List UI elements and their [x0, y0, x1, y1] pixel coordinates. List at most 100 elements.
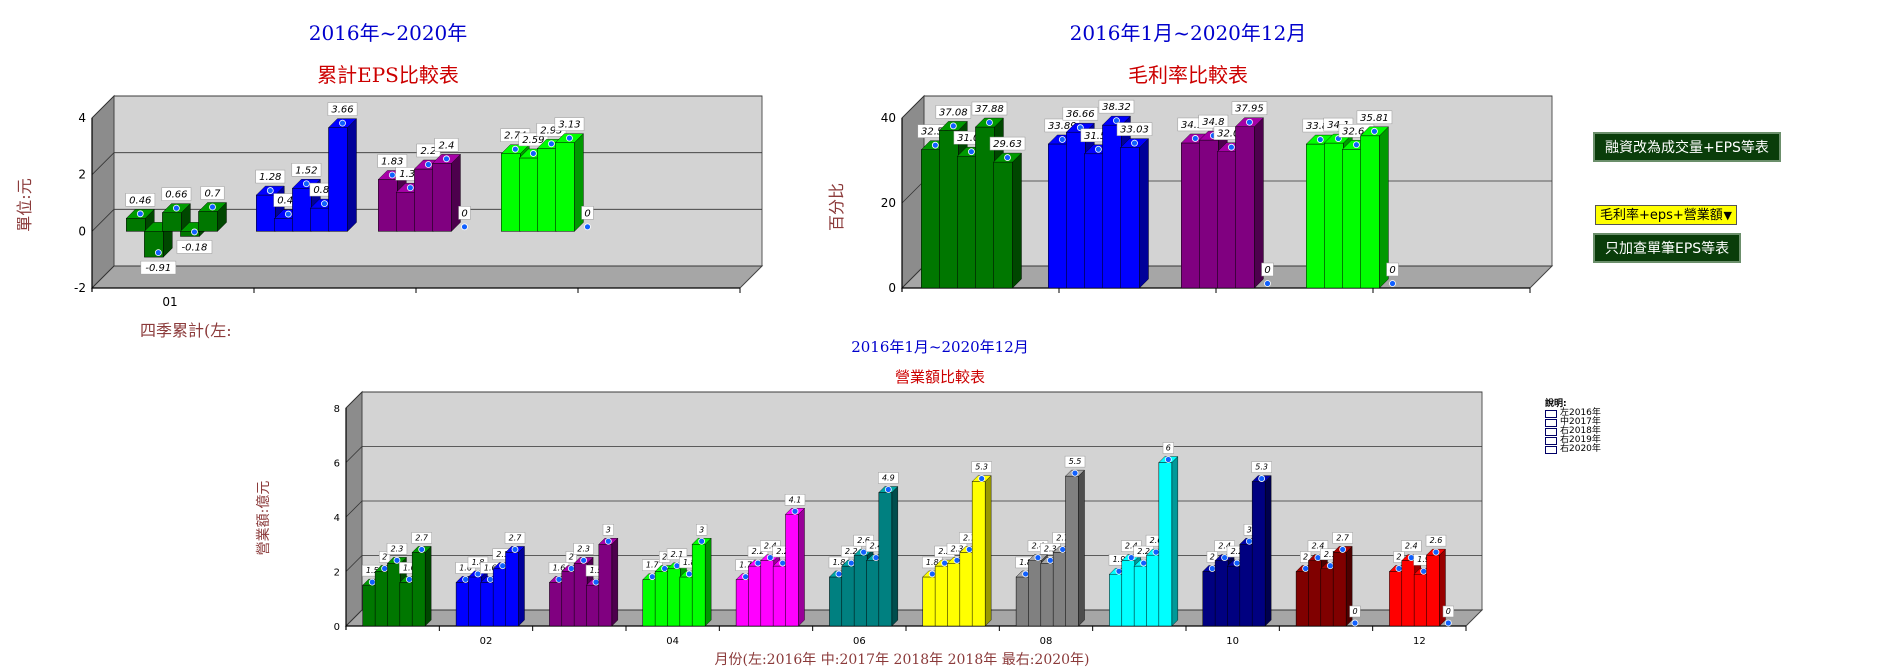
data-marker: [1420, 567, 1428, 575]
chevron-down-icon: ▼: [1723, 209, 1732, 222]
chart2-title: 2016年1月~2020年12月: [1070, 21, 1307, 45]
data-label: 37.88: [975, 104, 1004, 115]
data-label-box: [291, 163, 322, 177]
bar: [1295, 571, 1310, 627]
data-label: 1.6: [484, 563, 497, 572]
data-marker: [1389, 280, 1396, 287]
bar: [922, 576, 937, 627]
data-marker: [284, 210, 292, 218]
data-marker: [928, 570, 936, 578]
bar: [455, 582, 470, 627]
data-label: 36.66: [1066, 109, 1095, 120]
data-marker: [1022, 570, 1029, 578]
bar: [1158, 462, 1173, 627]
bar: [598, 544, 613, 627]
data-label: 2.4: [1312, 542, 1325, 551]
data-marker: [1264, 280, 1271, 287]
x-tick-label: 06: [853, 636, 866, 647]
data-label-box: [784, 494, 806, 506]
data-label: 31.58: [1084, 131, 1113, 142]
bar: [1413, 573, 1428, 627]
data-label: 1.7: [739, 561, 753, 570]
bar-side: [1254, 117, 1264, 289]
legend-title: 說明:: [1545, 399, 1567, 409]
bar: [679, 576, 694, 627]
bar: [1052, 552, 1067, 627]
data-label: 37.08: [939, 107, 968, 118]
data-label: 0.66: [165, 190, 187, 201]
y-tick-label: 0: [78, 224, 86, 238]
chart3-ylabel: 營業額:億元: [256, 481, 272, 556]
financing-volume-eps-button[interactable]: 融資改為成交量+EPS等表: [1593, 132, 1781, 162]
data-label-box: [554, 117, 585, 131]
data-label-box: [504, 532, 526, 544]
data-marker: [154, 249, 162, 257]
data-marker: [580, 556, 588, 564]
data-label: 32.55: [921, 127, 950, 138]
data-label: 1.38: [399, 169, 421, 180]
data-marker: [986, 119, 993, 126]
data-label-box: [1425, 534, 1447, 547]
data-label: 1.83: [381, 156, 403, 167]
bar-side: [891, 485, 899, 627]
bar: [1015, 576, 1030, 627]
bar: [162, 212, 182, 232]
bar: [654, 571, 669, 627]
data-marker: [673, 562, 681, 570]
single-eps-query-button[interactable]: 只加查單筆EPS等表: [1593, 233, 1742, 263]
gridline-side: [901, 95, 925, 119]
data-label: 34.8: [1202, 117, 1224, 128]
data-label-box: [411, 532, 432, 544]
data-label-box: [1386, 262, 1399, 277]
data-label-box: [1307, 540, 1329, 552]
bar: [934, 565, 949, 627]
data-label: 37.95: [1235, 104, 1264, 115]
data-marker: [1140, 559, 1148, 567]
data-label: 0.46: [129, 195, 151, 206]
bar: [1239, 544, 1254, 627]
data-label: 2.3: [1044, 544, 1057, 553]
data-label: 2.4: [870, 542, 883, 551]
bar: [1251, 481, 1266, 627]
bar: [1028, 560, 1042, 627]
bar: [1202, 571, 1217, 627]
data-label: 1.8: [926, 558, 939, 567]
bar: [1342, 149, 1362, 289]
bar: [691, 544, 706, 627]
data-marker: [1302, 565, 1309, 572]
bar: [396, 191, 416, 232]
data-marker: [529, 150, 537, 157]
data-label-box: [377, 154, 408, 168]
data-label-box: [1356, 110, 1393, 125]
gridline-side: [91, 95, 115, 119]
data-marker: [604, 537, 612, 545]
chart3-title: 2016年1月~2020年12月: [851, 338, 1029, 356]
data-marker: [1004, 154, 1011, 161]
data-label: 2.3: [951, 544, 964, 553]
data-label: 31.01: [957, 133, 986, 144]
data-label: 2.6: [1150, 536, 1163, 545]
y-tick-label: 2: [334, 568, 340, 579]
data-marker: [968, 148, 975, 156]
data-marker: [1115, 567, 1123, 575]
data-marker: [462, 576, 470, 583]
chart3-plot: 024681.522.31.62.71.61.81.62.12.7021.622…: [334, 390, 1484, 647]
data-label: 2.3: [391, 544, 404, 553]
data-label-box: [1261, 262, 1274, 277]
data-label: 2.93: [540, 125, 562, 136]
data-marker: [779, 559, 787, 567]
data-label-box: [1251, 461, 1272, 473]
data-marker: [648, 573, 656, 581]
chart-type-select[interactable]: 毛利率+eps+營業額 ▼: [1595, 205, 1737, 225]
data-label: 2.2: [938, 547, 951, 556]
data-marker: [368, 578, 376, 586]
data-label: 0: [584, 208, 590, 219]
data-label-box: [602, 524, 614, 536]
bar-side: [798, 507, 805, 627]
data-label-box: [1332, 532, 1353, 544]
y-tick-label: 6: [334, 459, 340, 470]
legend-swatch: [1545, 427, 1557, 436]
bar: [586, 584, 600, 627]
data-label-box: [1300, 551, 1312, 563]
chart3-xlabel: 月份(左:2016年 中:2017年 2018年 2018年 最右:2020年): [714, 652, 1089, 668]
